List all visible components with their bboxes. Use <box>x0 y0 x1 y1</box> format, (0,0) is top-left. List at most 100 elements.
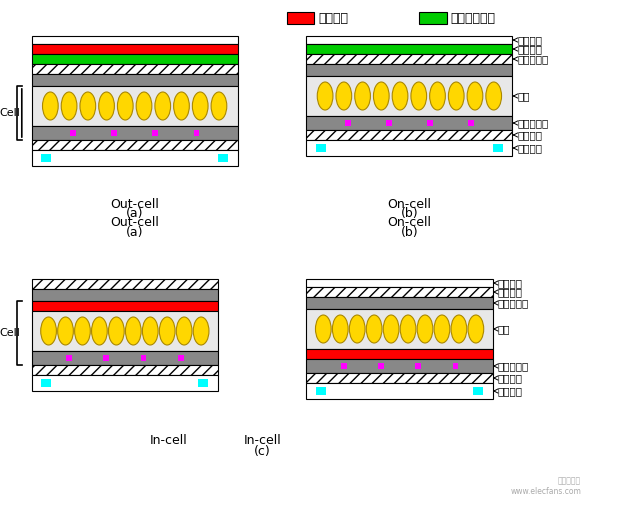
Bar <box>307 44 513 54</box>
Text: Out-cell: Out-cell <box>110 197 159 211</box>
Bar <box>70 130 76 136</box>
Bar <box>307 130 513 140</box>
Bar <box>31 375 218 391</box>
Text: 前導電玻璃: 前導電玻璃 <box>513 54 548 64</box>
Bar <box>307 297 493 309</box>
Ellipse shape <box>336 82 352 110</box>
Bar <box>378 363 384 369</box>
Text: In-cell: In-cell <box>243 434 281 448</box>
Ellipse shape <box>383 315 399 343</box>
Ellipse shape <box>434 315 450 343</box>
Bar <box>307 76 513 116</box>
Bar <box>218 154 228 162</box>
Ellipse shape <box>451 315 467 343</box>
Bar <box>31 44 237 54</box>
Bar <box>42 154 51 162</box>
Bar <box>307 36 513 44</box>
Bar <box>31 150 237 166</box>
Ellipse shape <box>155 92 171 120</box>
Bar <box>141 355 147 361</box>
Ellipse shape <box>486 82 502 110</box>
Ellipse shape <box>58 317 74 345</box>
Ellipse shape <box>317 82 333 110</box>
Ellipse shape <box>117 92 133 120</box>
Ellipse shape <box>125 317 141 345</box>
Bar <box>307 359 493 373</box>
Text: In-cell: In-cell <box>150 434 188 448</box>
Ellipse shape <box>349 315 365 343</box>
Bar <box>31 351 218 365</box>
Bar <box>31 301 218 311</box>
Bar <box>31 311 218 351</box>
Text: Cell: Cell <box>0 328 20 338</box>
Ellipse shape <box>75 317 90 345</box>
Bar <box>307 279 493 287</box>
Ellipse shape <box>136 92 152 120</box>
Text: 前偏光片: 前偏光片 <box>513 44 542 54</box>
Bar <box>31 289 218 301</box>
Bar <box>316 387 326 395</box>
Ellipse shape <box>92 317 108 345</box>
Text: 保護玻璃: 保護玻璃 <box>494 278 523 288</box>
Text: 觸控線路: 觸控線路 <box>318 11 348 25</box>
Text: 後導電玻璃: 後導電玻璃 <box>494 361 529 371</box>
Ellipse shape <box>400 315 416 343</box>
Bar <box>31 126 237 140</box>
Ellipse shape <box>392 82 408 110</box>
Ellipse shape <box>99 92 115 120</box>
Text: 液晶: 液晶 <box>513 91 530 101</box>
Ellipse shape <box>42 92 58 120</box>
Ellipse shape <box>467 82 483 110</box>
Bar <box>344 120 351 126</box>
Ellipse shape <box>449 82 464 110</box>
Bar <box>307 309 493 349</box>
Text: 液晶: 液晶 <box>494 324 510 334</box>
Text: 电子发烧友
www.elecfans.com: 电子发烧友 www.elecfans.com <box>510 476 581 496</box>
Ellipse shape <box>193 317 209 345</box>
Ellipse shape <box>61 92 77 120</box>
Bar <box>66 355 72 361</box>
Ellipse shape <box>366 315 382 343</box>
Bar <box>198 379 208 387</box>
Bar <box>31 74 237 86</box>
Ellipse shape <box>411 82 427 110</box>
Text: 後偏光片: 後偏光片 <box>513 130 542 140</box>
Bar <box>468 120 474 126</box>
Bar <box>31 54 237 64</box>
Bar <box>307 287 493 297</box>
Bar <box>178 355 184 361</box>
Text: (b): (b) <box>401 208 418 221</box>
Bar <box>307 349 493 359</box>
Text: 保護玻璃: 保護玻璃 <box>513 35 542 45</box>
Bar <box>31 140 237 150</box>
Text: (b): (b) <box>401 226 418 239</box>
Ellipse shape <box>109 317 124 345</box>
Ellipse shape <box>316 315 331 343</box>
Text: 前導電玻璃: 前導電玻璃 <box>494 298 529 308</box>
Text: (a): (a) <box>126 208 143 221</box>
Bar <box>193 130 200 136</box>
Bar <box>473 387 483 395</box>
Bar <box>111 130 117 136</box>
Bar <box>287 12 314 24</box>
Text: 背光模組: 背光模組 <box>494 386 523 396</box>
Bar <box>31 86 237 126</box>
Ellipse shape <box>80 92 95 120</box>
Text: (a): (a) <box>126 226 143 239</box>
Ellipse shape <box>159 317 175 345</box>
Ellipse shape <box>417 315 433 343</box>
Bar <box>386 120 392 126</box>
Bar <box>103 355 109 361</box>
Ellipse shape <box>468 315 484 343</box>
Text: Cell: Cell <box>0 108 20 118</box>
Ellipse shape <box>176 317 192 345</box>
Bar <box>415 363 421 369</box>
Bar <box>307 64 513 76</box>
Text: On-cell: On-cell <box>387 216 431 229</box>
Bar <box>31 279 218 289</box>
Bar <box>307 54 513 64</box>
Text: On-cell: On-cell <box>387 197 431 211</box>
Bar <box>31 36 237 44</box>
Ellipse shape <box>211 92 227 120</box>
Bar <box>42 379 51 387</box>
